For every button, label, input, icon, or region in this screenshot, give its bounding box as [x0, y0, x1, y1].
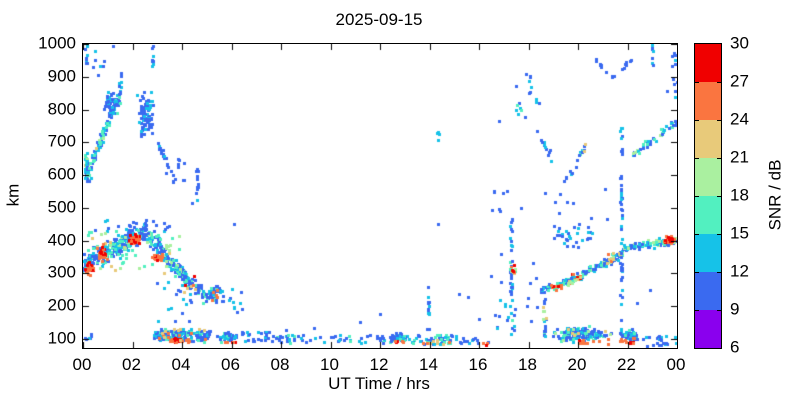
y-tick-label: 600 [47, 164, 76, 184]
colorbar-tick [717, 234, 721, 235]
colorbar-label-text: SNR / dB [765, 159, 785, 231]
colorbar-tick [717, 196, 721, 197]
x-tick-label: 04 [171, 355, 191, 374]
x-tick-label: 22 [617, 355, 636, 374]
colorbar-segment [695, 196, 721, 234]
colorbar-tick [695, 120, 699, 121]
colorbar-segment [695, 310, 721, 348]
colorbar-label: SNR / dB [758, 43, 792, 347]
colorbar-tick-label: 21 [730, 147, 749, 167]
x-tick-label: 02 [122, 355, 141, 374]
colorbar-tick [695, 158, 699, 159]
y-tick-label: 1000 [38, 33, 76, 53]
colorbar-tick [717, 158, 721, 159]
y-tick-label: 800 [47, 99, 76, 119]
colorbar-segment [695, 234, 721, 272]
x-tick-label: 10 [320, 355, 339, 374]
chart-title: 2025-09-15 [335, 10, 423, 29]
x-tick-label: 08 [270, 355, 290, 374]
colorbar-tick [695, 196, 699, 197]
colorbar-tick-label: 9 [730, 299, 740, 319]
colorbar-segment [695, 44, 721, 82]
x-tick-label: 18 [518, 355, 537, 374]
colorbar-tick [717, 120, 721, 121]
x-tick-label: 20 [567, 355, 587, 374]
colorbar-tick [695, 234, 699, 235]
colorbar-tick-label: 27 [730, 71, 749, 91]
y-tick-label: 300 [47, 262, 76, 282]
scatter-canvas [83, 44, 677, 348]
y-tick-label: 900 [47, 66, 76, 86]
colorbar-tick-label: 24 [730, 109, 749, 129]
colorbar-tick [695, 82, 699, 83]
colorbar-segment [695, 120, 721, 158]
colorbar-tick [717, 82, 721, 83]
x-tick-label: 12 [369, 355, 389, 374]
colorbar-tick [695, 310, 699, 311]
colorbar-tick-label: 12 [730, 261, 749, 281]
colorbar-segment [695, 158, 721, 196]
y-tick-label: 400 [47, 230, 76, 250]
y-tick-label: 700 [47, 131, 76, 151]
colorbar-segment [695, 82, 721, 120]
x-tick-label: 06 [221, 355, 240, 374]
y-tick-label: 100 [47, 328, 76, 348]
x-tick-label: 14 [419, 355, 438, 374]
y-tick-label: 500 [47, 197, 76, 217]
colorbar-tick [717, 310, 721, 311]
colorbar-tick-label: 15 [730, 223, 749, 243]
colorbar [694, 43, 722, 349]
y-tick-label: 200 [47, 295, 76, 315]
x-tick-label: 00 [72, 355, 92, 374]
x-axis-label: UT Time / hrs [328, 374, 430, 393]
colorbar-segment [695, 272, 721, 310]
colorbar-tick [717, 272, 721, 273]
x-tick-label: 00 [666, 355, 686, 374]
colorbar-tick [695, 272, 699, 273]
colorbar-tick-label: 30 [730, 33, 749, 53]
colorbar-tick-label: 18 [730, 185, 749, 205]
colorbar-tick-label: 6 [730, 337, 740, 357]
plot-area [82, 43, 678, 349]
x-tick-label: 16 [468, 355, 488, 374]
